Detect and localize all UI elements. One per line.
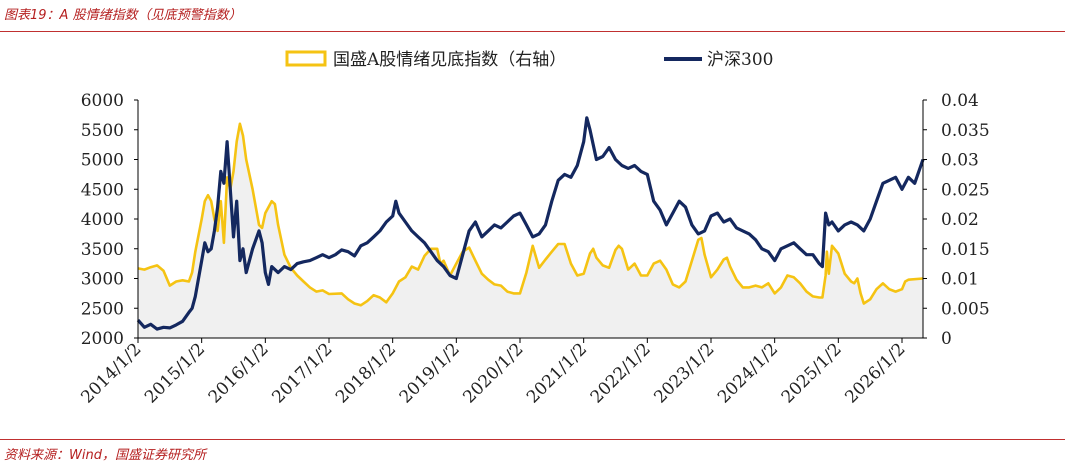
right-tick-label: 0.04 (941, 91, 979, 111)
x-tick-label: 2020/1/2 (459, 339, 527, 407)
x-tick-label: 2021/1/2 (523, 339, 591, 407)
left-tick-label: 3000 (81, 270, 124, 290)
right-tick-label: 0.03 (941, 151, 979, 171)
figure-title: 图表19：A 股情绪指数（见底预警指数） (4, 8, 242, 23)
source-note: 资料来源：Wind，国盛证券研究所 (4, 448, 206, 463)
series-line-sentiment (137, 122, 924, 307)
left-tick-label: 2500 (81, 299, 124, 319)
right-tick-label: 0.005 (941, 299, 990, 319)
x-tick-label: 2015/1/2 (141, 339, 209, 407)
legend: 国盛A股情绪见底指数（右轴） 沪深300 (285, 50, 773, 70)
left-tick-label: 4500 (81, 180, 124, 200)
left-tick-label: 4000 (81, 210, 124, 230)
title-divider (0, 31, 1065, 32)
x-tick-label: 2014/1/2 (77, 339, 145, 407)
sentiment-chart: 国盛A股情绪见底指数（右轴） 沪深300 2000 2500 3000 3500 400… (77, 50, 989, 408)
left-tick-label: 3500 (81, 240, 124, 260)
right-tick-label: 0.025 (941, 180, 990, 200)
right-tick-label: 0.02 (941, 210, 979, 230)
x-tick-label: 2025/1/2 (778, 339, 846, 407)
x-tick-label: 2023/1/2 (650, 339, 718, 407)
x-tick-label: 2017/1/2 (268, 339, 336, 407)
x-tick-label: 2016/1/2 (205, 339, 273, 407)
left-tick-label: 6000 (81, 91, 124, 111)
left-tick-label: 2000 (81, 329, 124, 349)
x-tick-label: 2022/1/2 (587, 339, 655, 407)
right-tick-label: 0.01 (941, 270, 979, 290)
x-tick-label: 2018/1/2 (332, 339, 400, 407)
left-tick-label: 5500 (81, 121, 124, 141)
legend-swatch-sentiment (285, 50, 327, 67)
left-tick-label: 5000 (81, 151, 124, 171)
x-tick-label: 2026/1/2 (841, 339, 909, 407)
x-tick-label: 2024/1/2 (714, 339, 782, 407)
legend-label-sentiment: 国盛A股情绪见底指数（右轴） (333, 50, 566, 70)
x-tick-label: 2019/1/2 (396, 339, 464, 407)
legend-label-csi300: 沪深300 (707, 50, 773, 70)
right-tick-label: 0.035 (941, 121, 990, 141)
footer-divider (0, 439, 1065, 440)
right-tick-label: 0 (941, 329, 952, 349)
right-tick-label: 0.015 (941, 240, 990, 260)
series-line-csi300 (136, 116, 925, 331)
plot-area: 2000 2500 3000 3500 4000 4500 5000 5500 6000 0 0.0… (77, 91, 989, 408)
sentiment-area (138, 123, 923, 338)
